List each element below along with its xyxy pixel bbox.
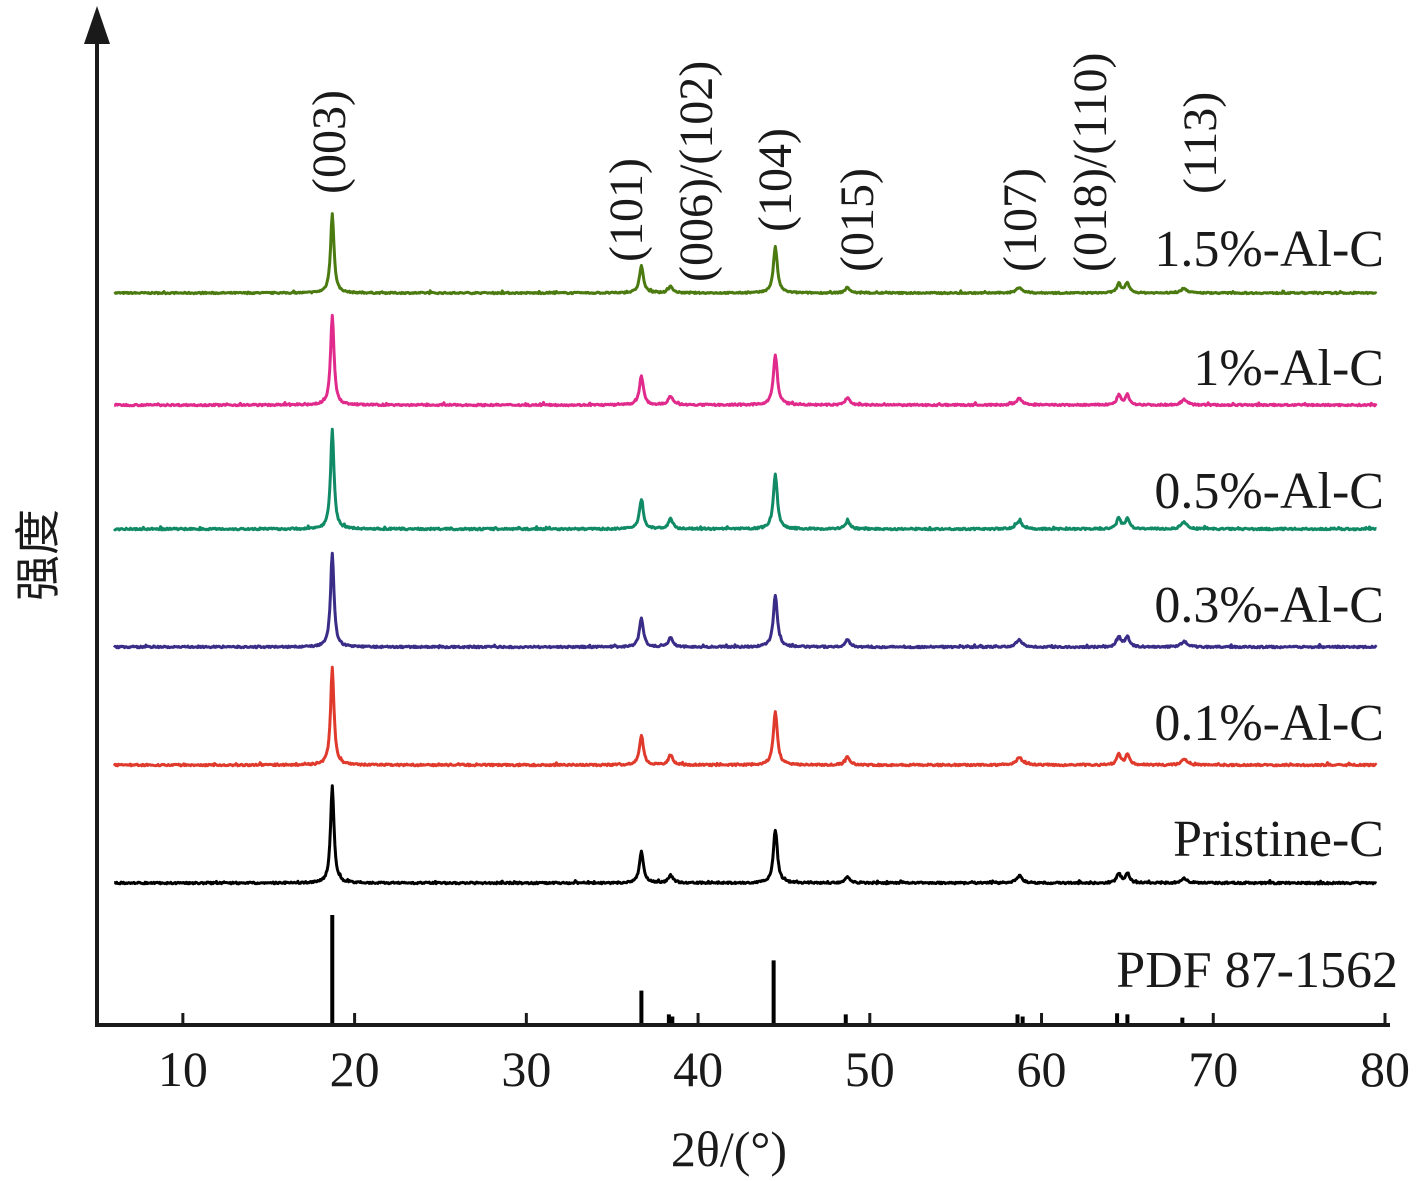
x-tick-label: 70 xyxy=(1188,1041,1238,1097)
x-tick-label: 40 xyxy=(673,1041,723,1097)
reference-pattern xyxy=(330,915,1185,1023)
peak-label: (107) xyxy=(994,168,1047,272)
x-tick-label: 50 xyxy=(845,1041,895,1097)
reference-label: PDF 87-1562 xyxy=(1116,942,1398,999)
y-axis-arrow xyxy=(84,6,110,44)
series-label: 0.3%-Al-C xyxy=(1154,577,1384,634)
series-line-0.1%-Al-C xyxy=(112,665,1378,768)
plot-area xyxy=(112,212,1378,1023)
x-tick-label: 30 xyxy=(501,1041,551,1097)
x-axis-title: 2θ/(°) xyxy=(671,1121,787,1177)
peak-label: (101) xyxy=(600,158,653,262)
x-tick-label: 80 xyxy=(1360,1041,1410,1097)
axes: 10 20 30 40 50 60 70 80 xyxy=(84,6,1410,1097)
peak-label: (113) xyxy=(1174,92,1227,194)
peak-label: (006)/(102) xyxy=(670,61,723,282)
series-line-1%-Al-C xyxy=(113,313,1378,408)
x-tick-label: 60 xyxy=(1017,1041,1067,1097)
series-labels: 1.5%-Al-C 1%-Al-C 0.5%-Al-C 0.3%-Al-C 0.1%-A… xyxy=(1116,221,1398,999)
series-line-0.5%-Al-C xyxy=(112,427,1378,532)
series-label: 0.1%-Al-C xyxy=(1154,695,1384,752)
series-line-0.3%-Al-C xyxy=(112,551,1378,650)
x-tick-label: 20 xyxy=(330,1041,380,1097)
series-line-Pristine-C xyxy=(113,784,1378,886)
series-label: 1.5%-Al-C xyxy=(1154,221,1384,278)
peak-label: (104) xyxy=(749,128,802,232)
peak-label: (018)/(110) xyxy=(1064,53,1117,273)
series-line-1.5%-Al-C xyxy=(113,212,1378,296)
series-label: 1%-Al-C xyxy=(1193,340,1384,397)
peak-labels: (003) (101) (006)/(102) (104) (015) (107) (018… xyxy=(303,53,1227,283)
peak-label: (015) xyxy=(831,168,884,272)
series-label: Pristine-C xyxy=(1173,811,1384,868)
x-tick-label: 10 xyxy=(158,1041,208,1097)
x-axis-ticks: 10 20 30 40 50 60 70 80 xyxy=(158,1013,1410,1097)
y-axis-title: 强度 xyxy=(13,509,64,601)
series-label: 0.5%-Al-C xyxy=(1154,463,1384,520)
peak-label: (003) xyxy=(303,90,356,194)
series-traces xyxy=(112,212,1378,886)
